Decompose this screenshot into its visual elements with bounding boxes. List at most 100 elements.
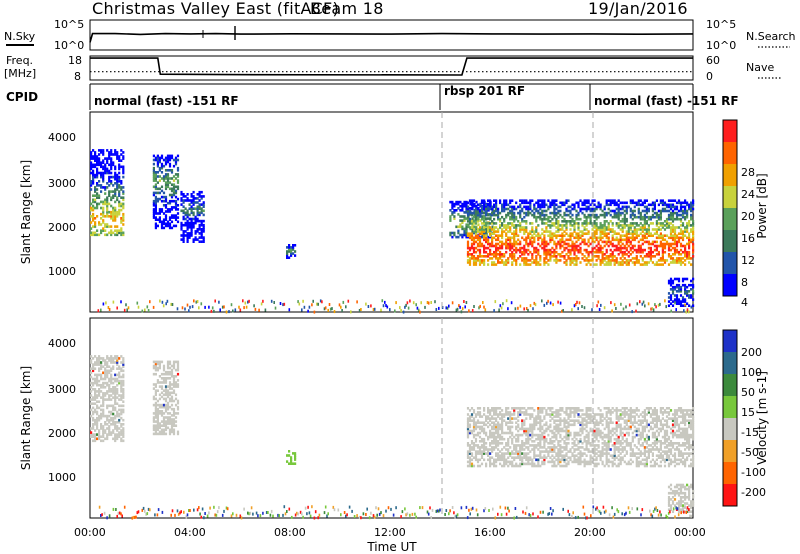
power-cell-2274 xyxy=(613,255,616,258)
velocity-panel: Slant Range [km] 4000 3000 2000 1000 xyxy=(19,317,695,520)
power-cell-762 xyxy=(286,254,289,257)
power-cell-581 xyxy=(176,204,180,207)
power-cell-1416 xyxy=(511,199,514,202)
power-cell-3257 xyxy=(549,301,552,305)
velocity-cell-1280 xyxy=(539,456,542,459)
power-cell-2692 xyxy=(661,248,664,252)
velocity-cell-1079 xyxy=(513,407,516,410)
power-cell-2605 xyxy=(649,215,652,219)
power-cell-3166 xyxy=(333,310,336,314)
velocity-cell-1191 xyxy=(527,435,530,439)
power-cell-877 xyxy=(469,207,472,210)
power-cell-2214 xyxy=(605,213,608,217)
velocity-cell-104 xyxy=(98,390,101,393)
power-cell-2603 xyxy=(649,222,652,225)
power-cell-3 xyxy=(90,221,93,224)
power-cell-1436 xyxy=(513,211,516,215)
power-cell-275 xyxy=(116,215,119,218)
power-cell-1697 xyxy=(545,253,548,256)
power-cell-3081 xyxy=(126,308,128,312)
power-cell-1281 xyxy=(497,228,500,231)
power-cell-1653 xyxy=(539,199,542,202)
power-cell-299 xyxy=(118,200,121,204)
velocity-cell-722 xyxy=(470,462,474,466)
power-cell-1644 xyxy=(539,236,542,240)
power-cell-2491 xyxy=(637,244,640,248)
power-cell-1777 xyxy=(553,203,556,207)
power-cell-2336 xyxy=(619,228,622,231)
power-cell-1990 xyxy=(579,230,582,233)
velocity-cell-538 xyxy=(164,393,168,397)
velocity-cell-285 xyxy=(114,421,117,424)
freq-strip: Freq. [MHz] 18 8 60 0 Nave xyxy=(4,54,782,83)
power-cell-1026 xyxy=(468,226,472,229)
velocity-cell-52 xyxy=(94,398,97,401)
power-cell-169 xyxy=(106,210,109,214)
velocity-cell-1448 xyxy=(559,458,562,462)
power-cell-451 xyxy=(160,154,164,158)
power-cell-2149 xyxy=(599,248,602,252)
power-cell-1271 xyxy=(497,259,500,262)
power-cell-1590 xyxy=(533,248,536,252)
power-cell-1659 xyxy=(541,228,544,231)
velocity-cell-1283 xyxy=(539,450,542,453)
power-cell-740 xyxy=(200,211,203,215)
power-cell-626 xyxy=(184,213,187,217)
power-cell-3134 xyxy=(254,307,257,311)
power-cell-2794 xyxy=(671,199,675,202)
velocity-cell-226 xyxy=(108,377,111,381)
power-cell-1127 xyxy=(478,203,482,207)
power-cell-3133 xyxy=(253,304,255,308)
power-cell-2192 xyxy=(603,224,606,227)
power-cell-886 xyxy=(471,217,474,220)
velocity-cell-537 xyxy=(164,397,168,401)
power-cbar-swatch-2 xyxy=(723,164,737,186)
velocity-cell-875 xyxy=(491,462,494,466)
power-cell-367 xyxy=(152,185,155,189)
power-cell-623 xyxy=(184,223,187,227)
power-cell-297 xyxy=(118,204,121,208)
velocity-cell-1455 xyxy=(559,440,562,443)
power-cell-1117 xyxy=(478,242,482,246)
power-cell-2441 xyxy=(631,236,634,240)
power-cell-1056 xyxy=(472,255,476,258)
velocity-cell-580 xyxy=(168,397,172,401)
velocity-cell-586 xyxy=(168,381,172,384)
velocity-cell-340 xyxy=(118,398,121,401)
power-cell-1198 xyxy=(489,257,492,260)
velocity-cell-917 xyxy=(495,452,498,455)
power-cell-1661 xyxy=(541,220,544,223)
power-cell-2286 xyxy=(613,199,616,202)
velocity-cell-127 xyxy=(100,390,103,393)
velocity-cell-956 xyxy=(499,456,502,459)
velocity-cell-1254 xyxy=(535,433,538,437)
velocity-cell-1227 xyxy=(531,415,534,418)
power-cell-1622 xyxy=(537,261,540,264)
power-cell-100 xyxy=(98,161,101,164)
power-cell-3086 xyxy=(144,308,146,312)
power-cell-3308 xyxy=(686,308,689,312)
velocity-cell-103 xyxy=(98,392,101,395)
power-cell-1544 xyxy=(527,244,530,248)
power-cell-2800 xyxy=(673,246,677,250)
velocity-cell-488 xyxy=(160,428,164,432)
power-cell-1739 xyxy=(549,224,552,227)
power-cell-1830 xyxy=(561,255,564,258)
velocity-cell-1556 xyxy=(571,411,574,414)
power-cell-1695 xyxy=(545,257,548,260)
power-cell-245 xyxy=(112,153,115,156)
power-cell-2217 xyxy=(605,201,608,205)
power-cell-2168 xyxy=(601,255,604,258)
power-cell-252 xyxy=(114,212,117,216)
power-cell-2338 xyxy=(619,220,622,223)
power-cell-2950 xyxy=(690,215,693,219)
power-cell-1259 xyxy=(495,234,498,237)
power-cell-2549 xyxy=(643,222,646,225)
power-cell-2179 xyxy=(601,213,604,217)
power-cell-1746 xyxy=(551,255,554,258)
power-cell-689 xyxy=(192,195,195,198)
power-cell-1045 xyxy=(470,220,474,223)
power-cell-1794 xyxy=(555,217,558,221)
velocity-cell-827 xyxy=(483,413,486,416)
velocity-cell-439 xyxy=(154,385,157,388)
